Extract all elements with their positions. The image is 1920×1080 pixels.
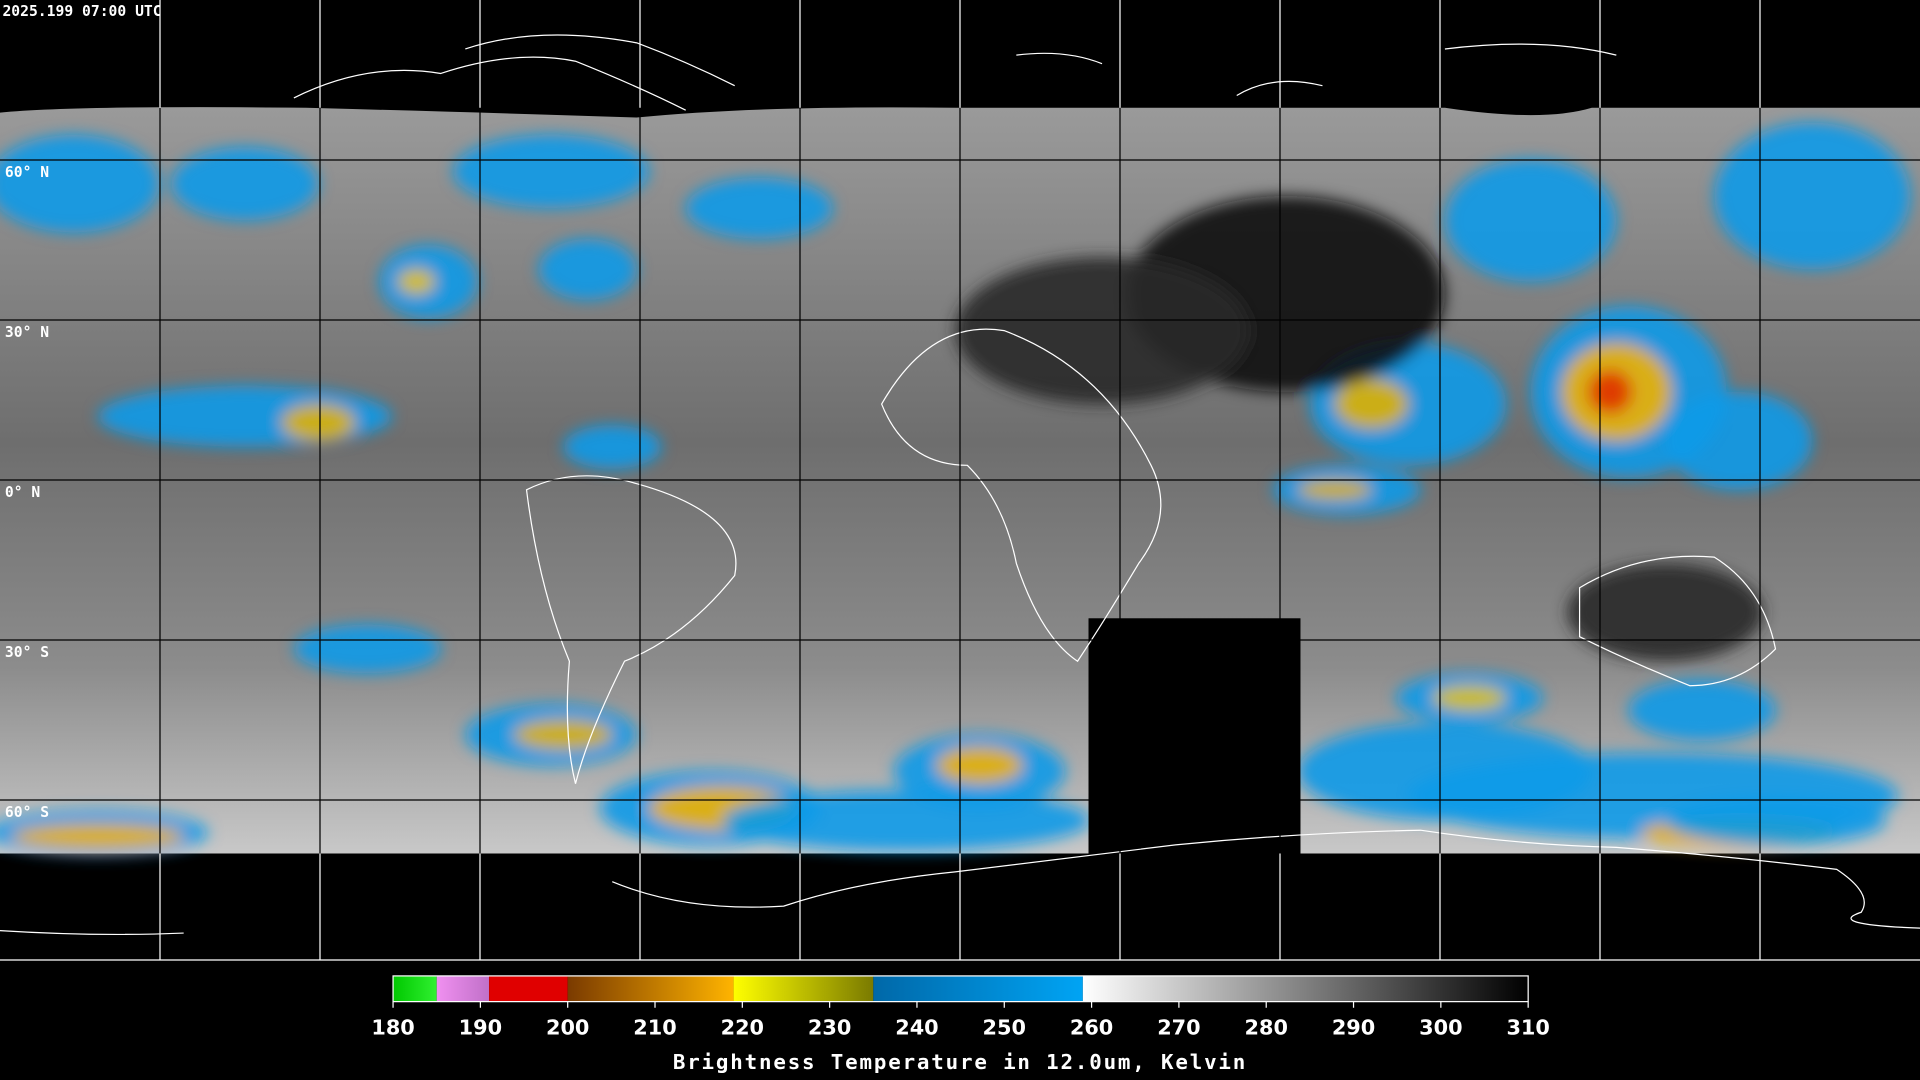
- colorbar-segment: [567, 975, 734, 1002]
- latitude-label: 60° N: [5, 164, 49, 181]
- latitude-label: 30° S: [5, 644, 49, 661]
- colorbar-tick-label: 250: [983, 1016, 1026, 1040]
- coastlines: [0, 34, 1920, 936]
- colorbar-frame: [392, 975, 1529, 1003]
- colorbar-tick-label: 300: [1419, 1016, 1462, 1040]
- latitude-label: 60° S: [5, 804, 49, 821]
- colorbar-title: Brightness Temperature in 12.0um, Kelvin: [673, 1050, 1247, 1074]
- colorbar-tick-label: 280: [1245, 1016, 1288, 1040]
- colorbar-tick-label: 240: [895, 1016, 938, 1040]
- data-gap: [1088, 618, 1301, 854]
- colorbar-tick-label: 190: [459, 1016, 502, 1040]
- colorbar-segment: [733, 975, 874, 1002]
- colorbar-segment: [873, 975, 1083, 1002]
- latitude-label: 30° N: [5, 324, 49, 341]
- colorbar-tick-label: 270: [1157, 1016, 1200, 1040]
- latitude-label: 0° N: [5, 484, 40, 501]
- colorbar-tick-label: 290: [1332, 1016, 1375, 1040]
- colorbar-tick-label: 180: [371, 1016, 414, 1040]
- colorbar-segment: [1082, 975, 1529, 1002]
- colorbar-tick-label: 200: [546, 1016, 589, 1040]
- colorbar-segment: [436, 975, 490, 1002]
- colorbar-tick-label: 210: [633, 1016, 676, 1040]
- colorbar-segment: [393, 975, 437, 1002]
- colorbar-tick-label: 310: [1506, 1016, 1549, 1040]
- colorbar-tick-label: 260: [1070, 1016, 1113, 1040]
- colorbar-segment: [489, 975, 568, 1002]
- colorbar-tick-label: 220: [721, 1016, 764, 1040]
- colorbar-tick-label: 230: [808, 1016, 851, 1040]
- latitude-labels: 60° N 30° N 0° N 30° S 60° S: [5, 164, 49, 821]
- graticule: [0, 107, 1920, 854]
- timestamp: 2025.199 07:00 UTC: [2, 3, 161, 20]
- graticule-outside: [0, 0, 1920, 961]
- cloud-features: [0, 122, 1911, 855]
- colorbar: 180 190 200 210 220 230 240 250 260 270 280 290 300 3…: [371, 975, 1550, 1040]
